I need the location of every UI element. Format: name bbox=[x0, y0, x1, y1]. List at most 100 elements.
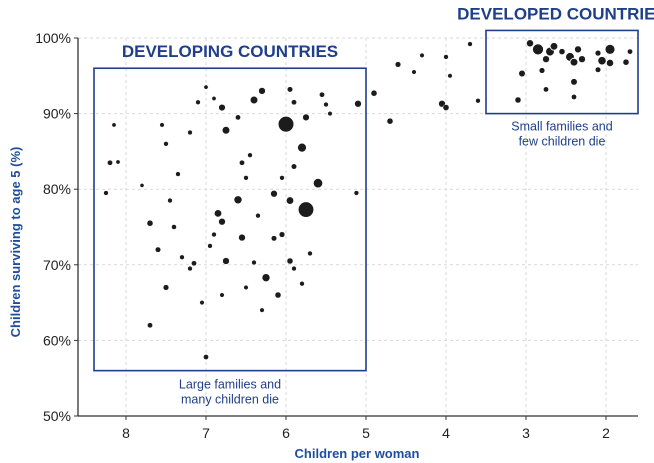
bubble-point bbox=[419, 52, 425, 58]
bubble-point bbox=[259, 307, 265, 313]
bubble-point bbox=[518, 70, 526, 78]
x-tick-label: 3 bbox=[522, 425, 530, 441]
bubble-point bbox=[312, 177, 324, 189]
bubble-point bbox=[531, 43, 545, 56]
bubble-point bbox=[299, 281, 305, 287]
bubble-point bbox=[211, 96, 217, 101]
bubble-point bbox=[270, 190, 278, 198]
bubble-point bbox=[569, 57, 579, 67]
bubble-point bbox=[235, 114, 241, 121]
annotation-note: many children die bbox=[181, 393, 279, 407]
annotation-note: Large families and bbox=[179, 378, 281, 392]
annotation-note: few children die bbox=[519, 135, 606, 149]
bubble-point bbox=[447, 73, 453, 79]
bubble-point bbox=[525, 39, 535, 48]
bubble-point bbox=[319, 91, 325, 98]
bubble-point bbox=[604, 43, 616, 55]
x-tick-label: 4 bbox=[442, 425, 450, 441]
bubble-point bbox=[297, 201, 315, 218]
bubble-point bbox=[370, 89, 378, 97]
annotation-box bbox=[93, 67, 367, 372]
x-tick-label: 8 bbox=[122, 425, 130, 441]
annotation-box bbox=[485, 29, 639, 115]
bubble-point bbox=[411, 69, 417, 75]
x-tick-label: 6 bbox=[282, 425, 290, 441]
x-axis-label: Children per woman bbox=[295, 446, 420, 461]
bubble-point bbox=[549, 41, 559, 51]
bubble-point bbox=[570, 78, 578, 86]
bubble-point bbox=[203, 354, 209, 360]
annotation-boxes: DEVELOPING COUNTRIES Large families andma… bbox=[93, 4, 654, 407]
bubble-point bbox=[291, 163, 297, 170]
bubble-point bbox=[261, 273, 271, 283]
bubble-point bbox=[475, 98, 481, 104]
bubble-point bbox=[442, 104, 450, 111]
bubble-point bbox=[578, 55, 586, 63]
bubble-point bbox=[159, 122, 165, 128]
bubble-point bbox=[243, 284, 249, 291]
bubble-point bbox=[327, 111, 333, 117]
bubble-point bbox=[627, 48, 633, 55]
bubble-point bbox=[103, 190, 109, 196]
y-tick-labels: 50% 60% 70% 80% 90% 100% bbox=[35, 30, 71, 424]
bubble-point bbox=[219, 292, 225, 298]
y-tick-label: 100% bbox=[35, 30, 71, 46]
bubble-point bbox=[278, 231, 286, 238]
bubble-point bbox=[291, 99, 297, 106]
bubble-point bbox=[622, 58, 630, 66]
bubble-point bbox=[514, 96, 522, 104]
bubble-point bbox=[571, 94, 577, 100]
annotation-note: Small families and bbox=[511, 120, 612, 134]
bubble-point bbox=[255, 213, 261, 219]
bubble-point bbox=[286, 257, 294, 265]
bubble-point bbox=[287, 86, 293, 93]
bubble-point bbox=[163, 141, 169, 147]
bubble-point bbox=[605, 58, 615, 68]
y-tick-label: 90% bbox=[43, 106, 71, 122]
bubble-point bbox=[542, 55, 550, 63]
bubble-point bbox=[538, 67, 546, 74]
y-tick-label: 60% bbox=[43, 332, 71, 348]
bubble-point bbox=[199, 300, 205, 306]
bubble-point bbox=[307, 250, 313, 257]
x-tick-label: 5 bbox=[362, 425, 370, 441]
bubble-point bbox=[353, 190, 360, 196]
y-axis-label: Children surviving to age 5 (%) bbox=[8, 147, 23, 338]
bubble-point bbox=[175, 171, 181, 177]
y-tick-label: 80% bbox=[43, 181, 71, 197]
bubble-point bbox=[107, 159, 113, 166]
bubble-point bbox=[274, 291, 282, 299]
bubble-point bbox=[239, 159, 245, 166]
bubble-point bbox=[277, 115, 295, 133]
bubble-point bbox=[258, 87, 266, 95]
bubble-point bbox=[187, 129, 193, 136]
bubble-point bbox=[595, 66, 601, 73]
x-tick-label: 2 bbox=[602, 425, 610, 441]
bubble-point bbox=[243, 175, 249, 181]
bubble-point bbox=[296, 142, 308, 153]
bubble-point bbox=[238, 233, 246, 242]
bubble-point bbox=[249, 95, 259, 105]
bubble-point bbox=[211, 231, 217, 238]
bubble-point bbox=[543, 86, 549, 93]
bubble-point bbox=[221, 125, 231, 135]
bubble-point bbox=[233, 195, 243, 205]
bubble-point bbox=[222, 257, 230, 265]
bubble-point bbox=[195, 99, 201, 105]
annotation-title: DEVELOPED COUNTRIES bbox=[457, 4, 654, 23]
x-tick-labels: 8 7 6 5 4 3 2 bbox=[122, 425, 610, 441]
bubble-point bbox=[594, 50, 602, 57]
bubble-point bbox=[207, 243, 213, 249]
axes bbox=[74, 37, 638, 420]
bubble-point bbox=[291, 265, 297, 272]
bubble-point bbox=[323, 101, 329, 108]
bubble-point bbox=[467, 41, 473, 47]
bubble-point bbox=[155, 246, 161, 253]
bubble-point bbox=[394, 61, 402, 68]
bubble-point bbox=[171, 224, 177, 230]
bubble-point bbox=[443, 54, 449, 60]
bubble-point bbox=[191, 260, 197, 267]
bubble-point bbox=[271, 235, 277, 242]
bubble-point bbox=[115, 159, 121, 165]
